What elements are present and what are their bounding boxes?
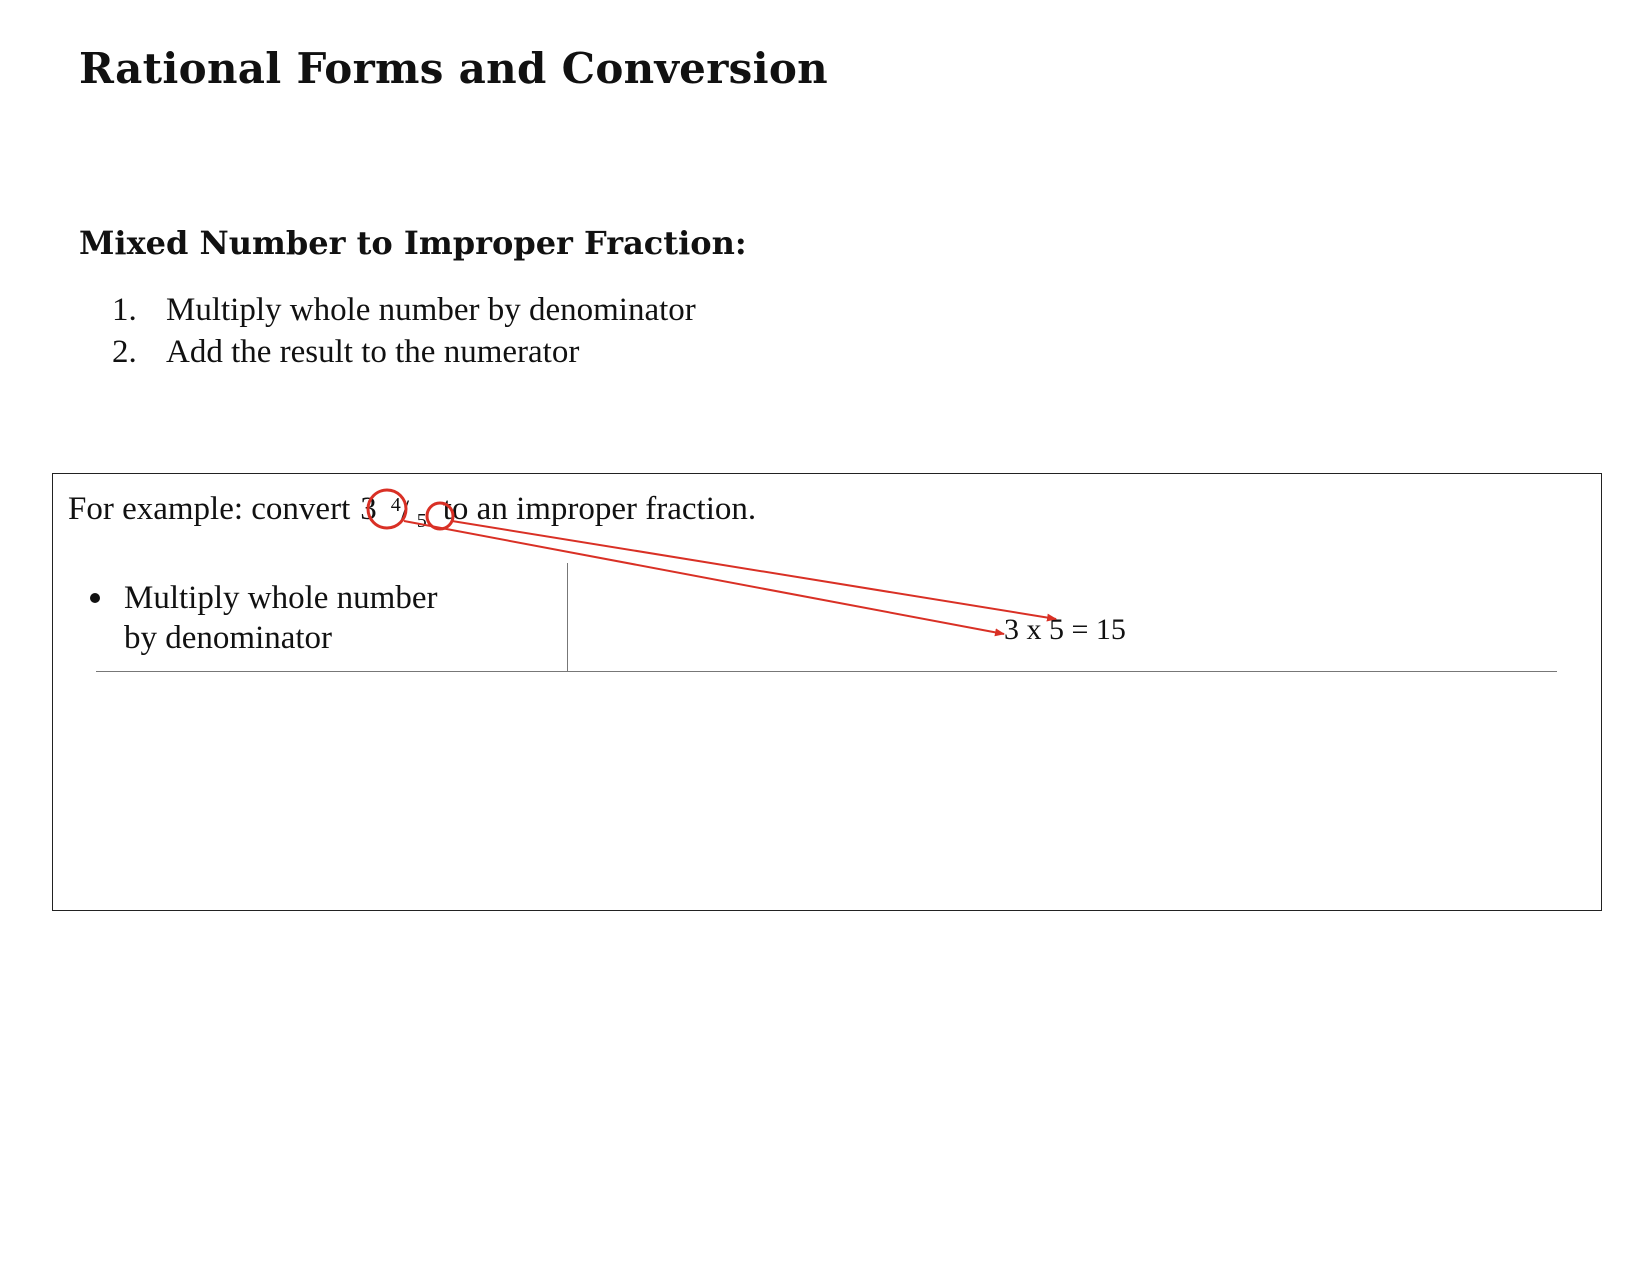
section-heading: Mixed Number to Improper Fraction: (79, 224, 747, 262)
steps-list: 1. Multiply whole number by denominator … (112, 289, 696, 373)
whole-number: 3 (360, 491, 377, 527)
bullet-text: Multiply whole number by denominator (124, 578, 437, 658)
bullet-icon (90, 593, 100, 603)
step-text: Add the result to the numerator (166, 334, 580, 370)
step-number: 1. (112, 292, 137, 328)
fraction-slash: / (400, 494, 410, 527)
table-cell-step: Multiply whole number by denominator (90, 578, 437, 658)
step-number: 2. (112, 334, 137, 370)
fraction-denominator: 5 (416, 510, 427, 532)
fraction: 4/ 5 (387, 489, 443, 532)
step-text: Multiply whole number by denominator (166, 292, 696, 328)
page-title: Rational Forms and Conversion (79, 44, 828, 93)
list-item: 2. Add the result to the numerator (112, 331, 696, 373)
example-prompt: For example: convert 3 4/ 5 to an improper f… (68, 489, 757, 532)
table-row-rule (96, 671, 1557, 672)
fraction-numerator: 4 (390, 494, 401, 516)
equation: 3 x 5 = 15 (1004, 613, 1126, 646)
example-box (52, 473, 1602, 911)
example-prefix: For example: convert (68, 491, 351, 527)
bullet-line: Multiply whole number (124, 580, 438, 616)
bullet-line: by denominator (124, 620, 333, 656)
table-column-divider (567, 563, 568, 671)
list-item: 1. Multiply whole number by denominator (112, 289, 696, 331)
example-suffix: to an improper fraction. (442, 491, 757, 527)
